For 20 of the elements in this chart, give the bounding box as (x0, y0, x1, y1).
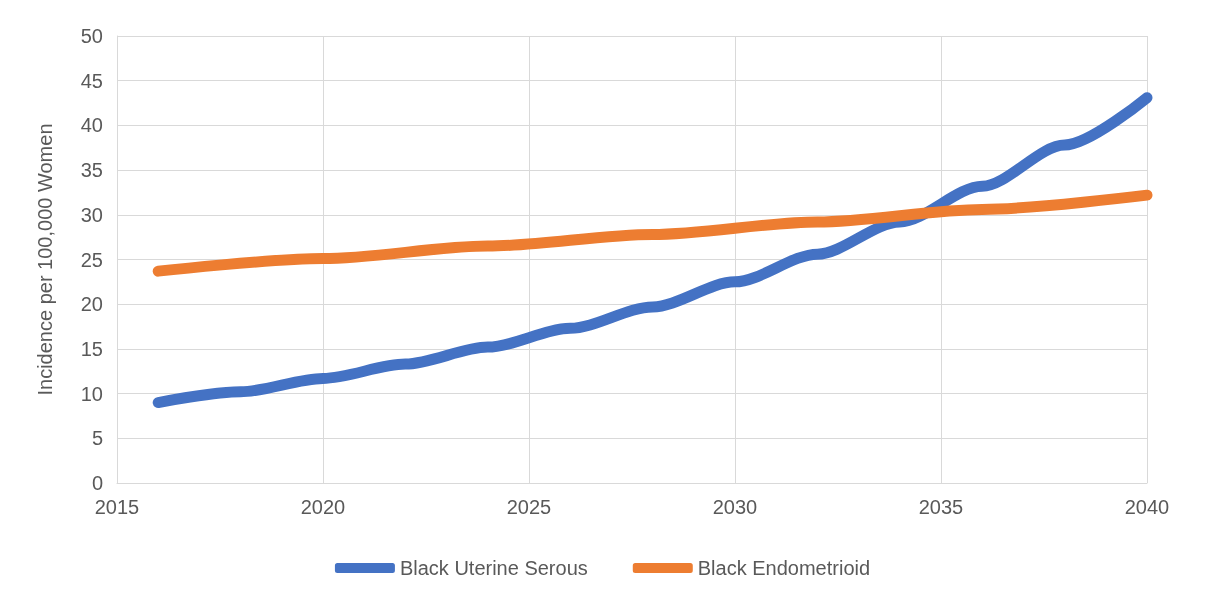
y-tick-label: 25 (80, 248, 103, 271)
y-tick-label: 10 (80, 382, 103, 405)
legend-label: Black Uterine Serous (399, 557, 588, 579)
y-tick-label: 45 (80, 69, 103, 92)
y-tick-label: 5 (91, 427, 103, 450)
y-tick-label: 30 (80, 203, 103, 226)
y-tick-label: 35 (80, 159, 103, 182)
y-tick-label: 40 (80, 114, 103, 137)
y-tick-label: 50 (80, 25, 103, 47)
x-tick-label: 2035 (918, 496, 964, 518)
x-tick-label: 2015 (94, 496, 140, 518)
x-tick-label: 2020 (300, 496, 346, 518)
y-tick-label: 15 (80, 337, 103, 360)
y-axis-title: Incidence per 100,000 Women (34, 123, 56, 396)
x-tick-label: 2030 (712, 496, 758, 518)
x-tick-label: 2025 (506, 496, 552, 518)
x-tick-label: 2040 (1124, 496, 1170, 518)
y-tick-label: 20 (80, 293, 103, 316)
legend-label: Black Endometrioid (697, 557, 871, 579)
y-tick-label: 0 (91, 472, 103, 494)
